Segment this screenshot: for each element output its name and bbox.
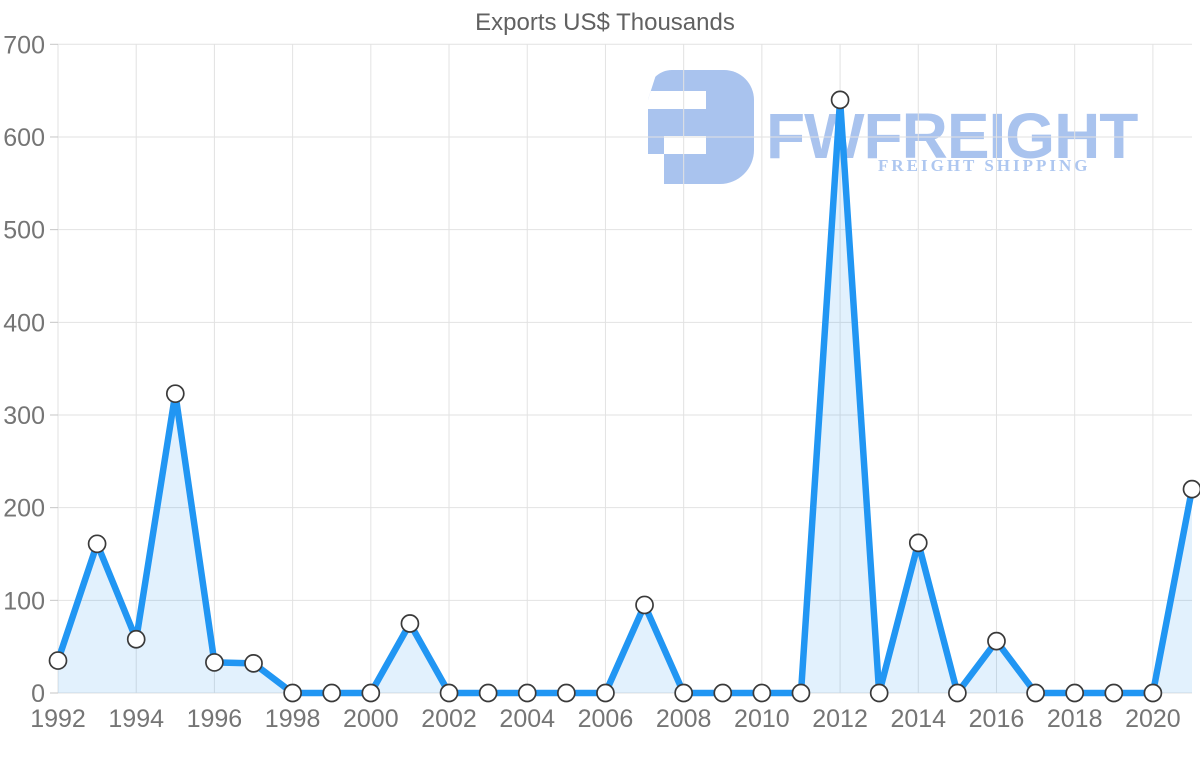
data-point-1992[interactable]: [48, 651, 68, 670]
fwfreight-logo-icon: [648, 70, 754, 184]
data-point-2012[interactable]: [830, 90, 850, 110]
data-point-2008[interactable]: [674, 683, 694, 703]
data-point-1997[interactable]: [244, 653, 263, 673]
data-point-2006[interactable]: [596, 683, 615, 703]
y-axis-label: 0: [31, 680, 45, 708]
logo-notch: [663, 136, 707, 155]
data-point-2002[interactable]: [439, 683, 459, 703]
data-point-2019[interactable]: [1104, 683, 1124, 703]
x-axis-label: 2004: [499, 705, 555, 733]
data-point-2011[interactable]: [791, 683, 811, 703]
x-axis-label: 2020: [1125, 705, 1181, 733]
data-point-2005[interactable]: [556, 683, 576, 703]
y-axis-label: 100: [3, 587, 45, 615]
data-point-2003[interactable]: [478, 683, 498, 703]
data-point-2009[interactable]: [713, 683, 733, 703]
data-point-2014[interactable]: [908, 533, 928, 553]
x-axis-label: 2008: [656, 705, 712, 733]
series-area-fill: [58, 99, 1192, 694]
data-point-2013[interactable]: [869, 683, 889, 703]
x-axis-label: 2016: [969, 705, 1025, 733]
watermark-brand-text: FWFREIGHT: [766, 100, 1138, 172]
y-axis-label: 600: [3, 124, 45, 152]
data-point-1995[interactable]: [165, 384, 185, 404]
y-axis-label: 300: [3, 402, 45, 430]
data-point-1994[interactable]: [126, 629, 146, 649]
data-point-2017[interactable]: [1026, 683, 1045, 703]
x-axis-label: 2002: [421, 705, 477, 733]
x-axis-label: 2012: [812, 705, 868, 733]
x-axis-label: 1992: [30, 705, 86, 733]
x-axis-label: 2000: [343, 705, 399, 733]
data-point-2001[interactable]: [400, 614, 420, 633]
logo-notch: [648, 90, 707, 109]
data-point-2016[interactable]: [987, 631, 1006, 651]
data-point-1999[interactable]: [322, 683, 342, 703]
chart-title: Exports US$ Thousands: [475, 9, 735, 36]
logo-notch: [648, 154, 664, 184]
x-axis-label: 2010: [734, 705, 790, 733]
data-point-2018[interactable]: [1065, 683, 1085, 703]
x-axis-label: 2006: [578, 705, 634, 733]
x-axis-label: 2014: [890, 705, 946, 733]
x-axis-label: 2018: [1047, 705, 1103, 733]
data-point-2020[interactable]: [1143, 683, 1163, 703]
y-axis-label: 500: [3, 217, 45, 245]
x-axis-label: 1998: [265, 705, 321, 733]
data-point-2007[interactable]: [635, 595, 654, 615]
data-point-2004[interactable]: [517, 683, 537, 703]
series-line: [54, 96, 1196, 697]
x-axis-label: 1996: [187, 705, 243, 733]
y-axis-label: 700: [3, 31, 45, 59]
x-axis-label: 1994: [108, 705, 164, 733]
data-point-2021[interactable]: [1182, 479, 1200, 499]
data-point-1996[interactable]: [205, 653, 224, 672]
data-point-2015[interactable]: [948, 683, 967, 703]
watermark-subtitle-text: FREIGHT SHIPPING: [878, 156, 1091, 175]
y-axis-label: 400: [3, 309, 45, 337]
data-point-2000[interactable]: [361, 683, 381, 703]
data-point-1998[interactable]: [283, 683, 302, 703]
data-point-1993[interactable]: [87, 534, 107, 554]
y-axis-label: 200: [3, 495, 45, 523]
data-point-2010[interactable]: [752, 683, 772, 703]
